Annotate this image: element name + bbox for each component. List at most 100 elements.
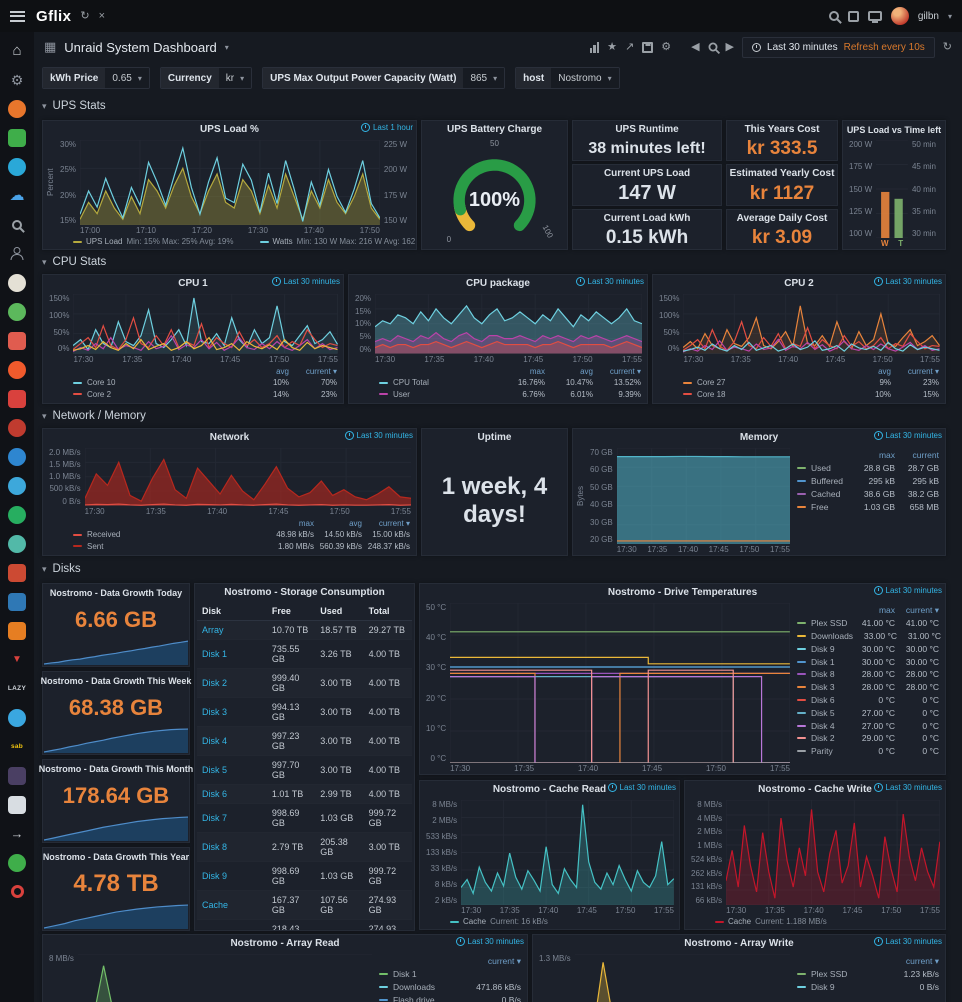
panel-time-range[interactable]: Last 30 minutes	[607, 783, 676, 792]
row-title-ups-stats[interactable]: ▾ UPS Stats	[42, 98, 106, 114]
settings-gear-icon[interactable]: ⚙	[661, 40, 672, 53]
panel-time-range[interactable]: Last 1 hour	[360, 123, 413, 132]
memory-plot[interactable]	[616, 448, 790, 544]
save-icon[interactable]	[642, 41, 654, 53]
avatar[interactable]	[890, 7, 909, 25]
leaf-app-icon[interactable]	[8, 505, 26, 524]
panel-time-range[interactable]: Last 30 minutes	[873, 586, 942, 595]
ups_bars-plot[interactable]	[876, 140, 908, 238]
column-header[interactable]: Free	[266, 602, 316, 621]
menu-icon[interactable]	[10, 10, 25, 22]
array_write-plot[interactable]	[575, 954, 790, 1002]
cache_read-plot[interactable]	[461, 800, 674, 905]
time-back-icon[interactable]: ◀	[691, 40, 700, 53]
github-app-icon[interactable]	[8, 853, 26, 872]
legend-column-header[interactable]: avg	[349, 518, 362, 528]
temps-plot[interactable]	[450, 603, 790, 763]
panel-title[interactable]: Nostromo - Array Write	[684, 938, 794, 949]
panel-title[interactable]: UPS Battery Charge	[446, 124, 543, 135]
column-header[interactable]: Disk	[197, 602, 267, 621]
legend-row[interactable]: Disk 1 30.00 °C 30.00 °C	[797, 655, 939, 668]
legend-row[interactable]: Downloads 33.00 °C 31.00 °C	[797, 630, 941, 643]
time-forward-icon[interactable]: ▶	[725, 40, 735, 53]
panel-title[interactable]: Nostromo - Cache Write	[758, 784, 872, 795]
ups_load-plot[interactable]	[80, 140, 380, 225]
cloud-app-icon[interactable]: ☁	[9, 187, 25, 204]
legend-row[interactable]: Disk 5 27.00 °C 0 °C	[797, 706, 939, 719]
legend-row[interactable]: Disk 6 0 °C 0 °C	[797, 694, 939, 707]
playlist-stop-icon[interactable]: ×	[98, 9, 105, 22]
legend-row[interactable]: Cached 38.6 GB 38.2 GB	[797, 487, 939, 500]
legend-column-header[interactable]: current ▾	[305, 366, 337, 376]
panel-title[interactable]: CPU 1	[178, 278, 208, 289]
zoom-out-icon[interactable]	[708, 42, 718, 52]
legend-row[interactable]: Flash drive 0 B/s	[379, 993, 521, 1002]
legend-column-header[interactable]: max	[878, 450, 895, 461]
shield-app-icon[interactable]	[8, 389, 26, 408]
array_read-plot[interactable]	[78, 954, 372, 1002]
legend-row[interactable]: Core 2 14% 23%	[73, 389, 337, 401]
panel-title[interactable]: UPS Load %	[200, 124, 259, 135]
legend-row[interactable]: Disk 8 28.00 °C 28.00 °C	[797, 668, 939, 681]
legend-row[interactable]: Parity 0 °C 0 °C	[797, 745, 939, 758]
panel-title[interactable]: Nostromo - Data Growth This Week	[40, 675, 192, 686]
ring-app-icon[interactable]	[10, 882, 24, 901]
legend-column-header[interactable]: max	[298, 518, 314, 528]
column-header[interactable]: Used	[315, 602, 364, 621]
legend-row[interactable]: Free 1.03 GB 658 MB	[797, 500, 939, 513]
panel-title[interactable]: Nostromo - Data Growth Today	[49, 587, 183, 598]
settings-gear-icon[interactable]: ⚙	[10, 71, 24, 88]
user-icon[interactable]	[11, 244, 23, 263]
panel-title[interactable]: Nostromo - Data Growth This Month	[38, 763, 194, 774]
playlist-cycle-icon[interactable]: ↻	[80, 9, 90, 22]
legend-column-header[interactable]: avg	[276, 366, 289, 376]
legend-row[interactable]: Disk 1	[379, 968, 521, 981]
variable-value-dropdown[interactable]: Nostromo ▾	[551, 68, 619, 88]
legend-item[interactable]: Cache Current: 1.188 MB/s	[715, 917, 827, 926]
legend-column-header[interactable]: current ▾	[905, 955, 939, 966]
building-app-icon[interactable]	[8, 795, 26, 814]
legend-column-header[interactable]: current ▾	[907, 366, 939, 376]
network-plot[interactable]	[84, 448, 411, 506]
time-range-picker[interactable]: Last 30 minutes Refresh every 10s	[742, 36, 935, 58]
panel-time-range[interactable]: Last 30 minutes	[455, 937, 524, 946]
search-icon[interactable]	[12, 215, 22, 234]
lazylibrarian-icon[interactable]: LAZY	[7, 685, 27, 692]
fullscreen-icon[interactable]	[847, 10, 859, 22]
swirl-app-icon[interactable]	[8, 476, 26, 495]
legend-row[interactable]: Sent 1.80 MB/s 560.39 kB/s 248.37 kB/s	[73, 541, 410, 553]
panel-title[interactable]: Nostromo - Cache Read	[492, 784, 607, 795]
username[interactable]: gilbn	[917, 10, 939, 22]
droplet-app-icon[interactable]	[8, 708, 26, 727]
legend-row[interactable]: Disk 2 29.00 °C 0 °C	[797, 732, 939, 745]
legend-row[interactable]: Disk 3 28.00 °C 28.00 °C	[797, 681, 939, 694]
add-panel-icon[interactable]	[589, 41, 600, 53]
legend-row[interactable]: CPU Total 16.76% 10.47% 13.52%	[379, 377, 641, 389]
panel-time-range[interactable]: Last 30 minutes	[271, 277, 340, 286]
legend-column-header[interactable]: current ▾	[609, 366, 641, 376]
legend-row[interactable]: Core 10 10% 70%	[73, 377, 337, 389]
download-arrow-icon[interactable]: ▼	[12, 653, 22, 665]
share-icon[interactable]: ↗	[624, 40, 635, 53]
sabnzbd-icon[interactable]: sab	[10, 743, 24, 750]
legend-row[interactable]: Plex SSD 41.00 °C 41.00 °C	[797, 617, 939, 630]
legend-row[interactable]: Buffered 295 kB 295 kB	[797, 475, 939, 488]
dome-app-icon[interactable]	[8, 273, 26, 292]
refresh-icon[interactable]: ↻	[942, 40, 952, 53]
panel-title[interactable]: Average Daily Cost	[736, 213, 828, 224]
legend-row[interactable]: Core 18 10% 15%	[683, 389, 939, 401]
panel-time-range[interactable]: Last 30 minutes	[575, 277, 644, 286]
panel-time-range[interactable]: Last 30 minutes	[873, 431, 942, 440]
smiley-app-icon[interactable]	[8, 302, 26, 321]
legend-column-header[interactable]: avg	[580, 366, 593, 376]
legend-column-header[interactable]: current ▾	[487, 955, 521, 966]
cpu1-plot[interactable]	[73, 294, 338, 354]
blue-box-app-icon[interactable]	[8, 592, 26, 611]
panel-title[interactable]: Estimated Yearly Cost	[729, 168, 835, 179]
legend-item[interactable]: Watts Min: 130 W Max: 216 W Avg: 162 W	[259, 237, 416, 246]
teal-circle-app-icon[interactable]	[8, 157, 26, 176]
legend-row[interactable]: Disk 9 0 B/s	[797, 981, 939, 994]
star-icon[interactable]: ★	[607, 40, 617, 53]
logout-icon[interactable]: →	[10, 826, 24, 841]
legend-column-header[interactable]: current ▾	[378, 518, 410, 528]
